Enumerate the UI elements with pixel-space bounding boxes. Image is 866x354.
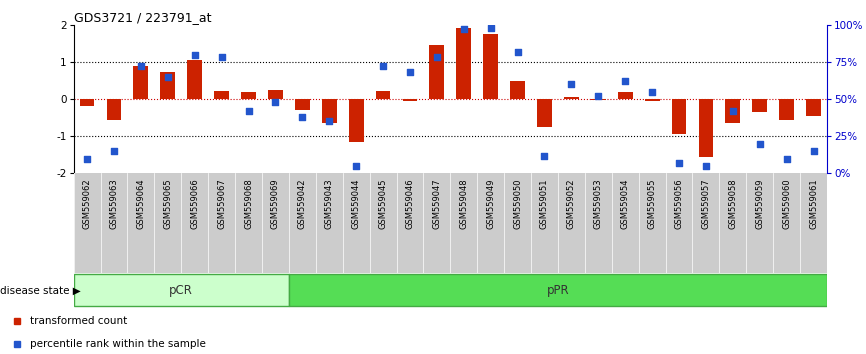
Text: GSM559062: GSM559062 [82, 178, 92, 229]
Point [511, 49, 525, 55]
Text: GSM559065: GSM559065 [164, 178, 172, 229]
Point [215, 55, 229, 60]
Text: percentile rank within the sample: percentile rank within the sample [30, 339, 206, 349]
Text: GSM559055: GSM559055 [648, 178, 656, 229]
Point [591, 93, 605, 99]
Text: GSM559054: GSM559054 [621, 178, 630, 229]
Bar [268, 90, 283, 99]
Text: transformed count: transformed count [30, 316, 127, 326]
Bar [456, 29, 471, 99]
Point [322, 119, 336, 124]
Text: GSM559058: GSM559058 [728, 178, 737, 229]
Point [161, 74, 175, 80]
Text: GSM559044: GSM559044 [352, 178, 360, 229]
Text: GSM559067: GSM559067 [217, 178, 226, 229]
Point [618, 79, 632, 84]
Bar [564, 97, 578, 99]
Text: pPR: pPR [546, 284, 569, 297]
Text: GSM559046: GSM559046 [405, 178, 415, 229]
Text: GSM559063: GSM559063 [109, 178, 119, 229]
Text: disease state ▶: disease state ▶ [0, 285, 81, 295]
Point [268, 99, 282, 105]
Bar [806, 99, 821, 116]
Bar [753, 99, 767, 112]
Text: GSM559048: GSM559048 [459, 178, 469, 229]
Point [753, 141, 766, 147]
Text: GSM559066: GSM559066 [191, 178, 199, 229]
Text: GSM559064: GSM559064 [136, 178, 145, 229]
Bar [617, 92, 633, 99]
Bar [537, 99, 552, 127]
Point [403, 69, 417, 75]
Bar [160, 72, 175, 99]
Bar [295, 99, 310, 110]
Bar [322, 99, 337, 123]
Text: GSM559045: GSM559045 [378, 178, 388, 229]
Point [484, 25, 498, 30]
Text: GSM559049: GSM559049 [486, 178, 495, 229]
Text: GDS3721 / 223791_at: GDS3721 / 223791_at [74, 11, 211, 24]
Bar [241, 92, 256, 99]
Point [295, 114, 309, 120]
Point [349, 163, 363, 169]
Point [81, 156, 94, 161]
Point [726, 108, 740, 114]
Point [538, 153, 552, 159]
Bar [74, 274, 289, 306]
Text: pCR: pCR [170, 284, 193, 297]
Point [430, 55, 443, 60]
Bar [591, 99, 605, 100]
Text: GSM559047: GSM559047 [432, 178, 442, 229]
Text: GSM559056: GSM559056 [675, 178, 683, 229]
Text: GSM559050: GSM559050 [513, 178, 522, 229]
Text: GSM559060: GSM559060 [782, 178, 792, 229]
Bar [107, 99, 121, 120]
Text: GSM559069: GSM559069 [271, 178, 280, 229]
Bar [403, 99, 417, 101]
Bar [289, 274, 827, 306]
Point [188, 52, 202, 57]
Bar [187, 60, 202, 99]
Text: GSM559053: GSM559053 [594, 178, 603, 229]
Text: GSM559068: GSM559068 [244, 178, 253, 229]
Point [672, 160, 686, 166]
Text: GSM559051: GSM559051 [540, 178, 549, 229]
Bar [510, 81, 525, 99]
Bar [726, 99, 740, 123]
Point [134, 64, 148, 69]
Bar [779, 99, 794, 120]
Bar [214, 91, 229, 99]
Point [242, 108, 255, 114]
Text: GSM559061: GSM559061 [809, 178, 818, 229]
Point [699, 163, 713, 169]
Text: GSM559052: GSM559052 [567, 178, 576, 229]
Point [779, 156, 793, 161]
Bar [80, 99, 94, 106]
Bar [133, 67, 148, 99]
Point [645, 89, 659, 95]
Point [565, 81, 578, 87]
Bar [699, 99, 714, 157]
Bar [349, 99, 364, 142]
Text: GSM559057: GSM559057 [701, 178, 710, 229]
Point [107, 148, 121, 154]
Bar [644, 99, 660, 101]
Text: GSM559043: GSM559043 [325, 178, 333, 229]
Bar [672, 99, 687, 135]
Point [376, 64, 390, 69]
Point [806, 148, 820, 154]
Bar [430, 45, 444, 99]
Point [457, 27, 471, 32]
Bar [483, 34, 498, 99]
Bar [376, 91, 391, 99]
Text: GSM559059: GSM559059 [755, 178, 765, 229]
Text: GSM559042: GSM559042 [298, 178, 307, 229]
